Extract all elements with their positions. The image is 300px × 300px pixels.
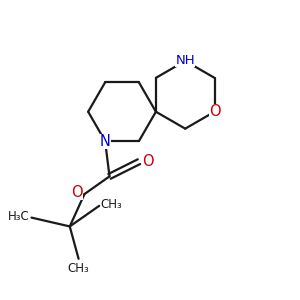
Text: H₃C: H₃C — [8, 210, 30, 223]
Text: CH₃: CH₃ — [101, 198, 122, 211]
Text: N: N — [100, 134, 110, 148]
Text: O: O — [142, 154, 154, 169]
Text: O: O — [71, 185, 83, 200]
Text: CH₃: CH₃ — [68, 262, 89, 275]
Text: O: O — [209, 104, 220, 119]
Text: NH: NH — [176, 54, 195, 68]
